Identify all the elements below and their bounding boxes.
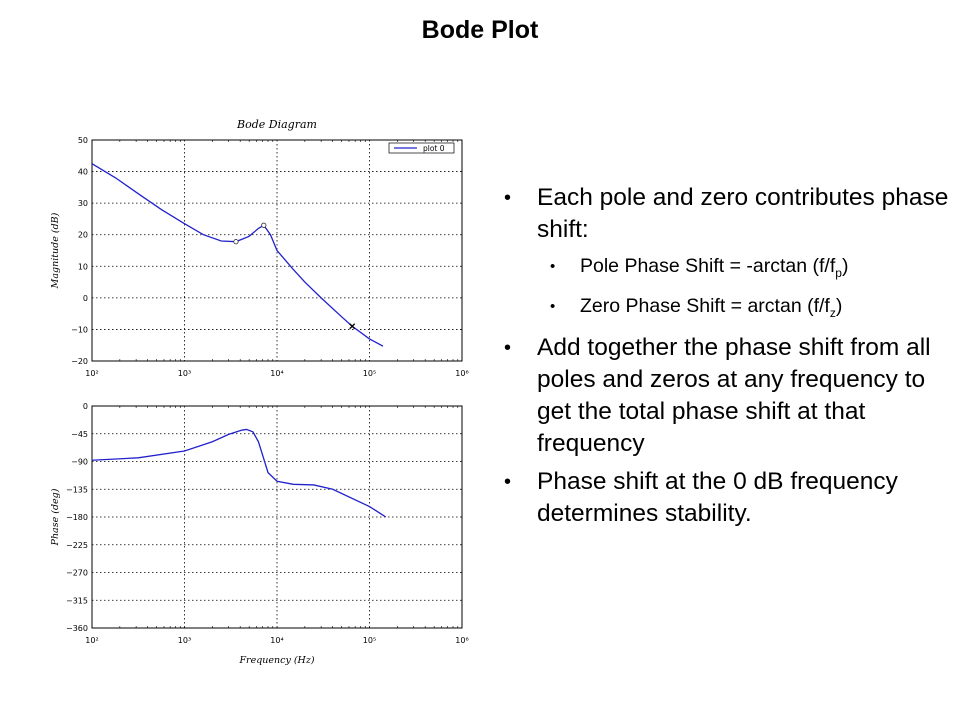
sub-bullet-pole: Pole Phase Shift = -arctan (f/fp) [500,252,960,288]
y-axis-label: Phase (deg) [50,488,61,546]
y-tick-label: −135 [66,485,88,494]
x-tick-label: 10³ [178,636,191,645]
x-tick-label: 10² [85,636,98,645]
y-tick-label: −45 [71,430,88,439]
bode-diagram: 50 40 30 20 10 0 −10 −20 10² 10³ 10⁴ 10⁵ 10⁶ Bode Dia… [50,118,469,666]
x-tick-label: 10⁵ [363,636,376,645]
subscript: p [835,265,842,280]
bullet-2: Add together the phase shift from all po… [500,332,960,460]
x-tick-label: 10⁵ [363,369,376,378]
y-tick-label: −90 [71,458,88,467]
x-tick-label: 10⁴ [270,636,283,645]
sub-bullet-tail: ) [841,255,849,277]
bullet-1: Each pole and zero contributes phase shi… [500,182,960,246]
y-tick-label: −180 [66,513,88,522]
y-tick-label: −225 [66,541,88,550]
y-tick-label: 30 [78,199,88,208]
bullet-3: Phase shift at the 0 dB frequency determ… [500,466,960,530]
y-tick-label: 0 [83,402,88,411]
series-line [91,163,384,347]
x-tick-label: 10⁴ [270,369,283,378]
y-tick-label: 50 [78,136,88,145]
y-axis-label: Magnitude (dB) [50,212,61,289]
pole-zero-marker [261,222,267,228]
sub-bullet-zero: Zero Phase Shift = arctan (f/fz) [500,292,960,328]
x-tick-label: 10⁶ [455,636,468,645]
y-tick-label: 40 [78,168,88,177]
chart-title: Bode Diagram [236,118,317,131]
legend-box [388,142,455,154]
y-tick-label: −10 [71,325,88,334]
sub-bullet-tail: ) [835,294,843,317]
x-axis-label: Frequency (Hz) [238,655,314,666]
y-tick-label: 20 [78,231,88,240]
x-tick-label: 10³ [178,369,191,378]
x-tick-label: 10⁶ [455,369,468,378]
y-tick-label: −270 [66,569,88,578]
sub-bullet-text: Pole Phase Shift = -arctan (f/f [580,255,836,277]
y-tick-label: −315 [66,596,88,605]
y-tick-label: −360 [66,624,88,633]
subscript: z [829,305,836,320]
slide-title: Bode Plot [421,16,539,44]
pole-zero-marker [233,239,239,245]
sub-bullet-text: Zero Phase Shift = arctan (f/f [580,294,830,317]
y-tick-label: 10 [78,262,88,271]
series-line [91,428,387,518]
x-tick-label: 10² [85,369,98,378]
legend-label: plot 0 [423,144,445,153]
y-tick-label: −20 [71,357,88,366]
crossover-marker [349,323,356,330]
bullet-list: Each pole and zero contributes phase shi… [500,182,960,536]
y-tick-label: 0 [83,294,88,303]
